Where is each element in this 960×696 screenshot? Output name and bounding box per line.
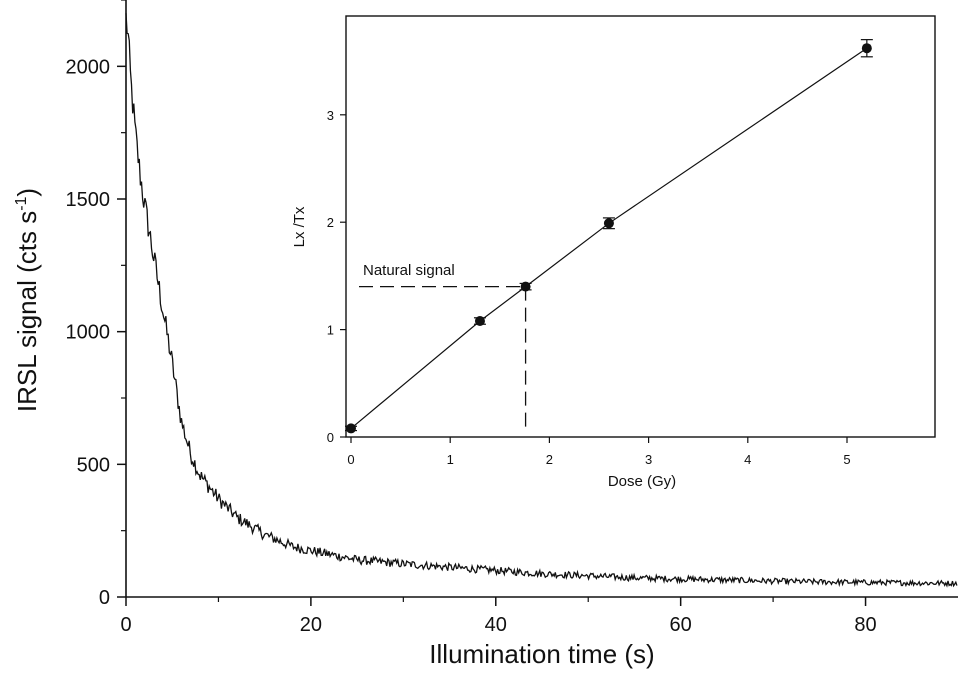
inset-x-tick-label: 3 <box>645 452 652 467</box>
main-y-axis-title-superscript: -1 <box>13 196 30 210</box>
data-point <box>520 281 531 292</box>
main-x-tick-label: 40 <box>485 614 507 636</box>
inset-y-tick-label: 2 <box>327 215 334 230</box>
main-y-tick-label: 2000 <box>66 56 111 78</box>
main-x-ticks: 0 20 40 60 80 <box>120 597 877 636</box>
main-x-tick-label: 20 <box>300 614 322 636</box>
inset-y-tick-label: 3 <box>327 108 334 123</box>
inset-x-axis-title: Dose (Gy) <box>608 473 676 490</box>
natural-signal-label: Natural signal <box>363 262 455 279</box>
inset-frame <box>345 15 936 438</box>
data-point <box>346 423 356 434</box>
main-y-tick-label: 1500 <box>66 189 111 211</box>
inset-data-points <box>345 39 873 434</box>
data-point <box>861 43 872 54</box>
data-point <box>474 316 485 327</box>
inset-chart: 0 1 2 3 4 5 0 1 2 3 Natural signal Dose (Gy) Lx … <box>291 15 936 490</box>
decay-curve <box>125 13 958 588</box>
main-x-tick-label: 0 <box>120 614 131 636</box>
natural-signal-guides <box>359 285 527 433</box>
inset-x-ticks: 0 1 2 3 4 5 <box>347 437 851 467</box>
inset-y-ticks: 0 1 2 3 <box>327 108 346 445</box>
inset-x-tick-label: 1 <box>447 452 454 467</box>
main-y-tick-label: 500 <box>77 454 110 476</box>
main-y-axis-title-close: ) <box>12 188 42 197</box>
inset-x-tick-label: 4 <box>744 452 751 467</box>
inset-x-tick-label: 0 <box>347 452 354 467</box>
main-y-axis-title: IRSL signal (cts s-1) <box>12 188 42 412</box>
main-x-tick-label: 80 <box>854 614 876 636</box>
main-y-tick-label: 1000 <box>66 322 111 344</box>
inset-x-tick-label: 5 <box>843 452 850 467</box>
main-y-ticks: 0 500 1000 1500 2000 <box>66 0 126 609</box>
data-point <box>603 218 614 229</box>
main-x-axis-title: Illumination time (s) <box>429 639 654 669</box>
main-y-tick-label: 0 <box>99 587 110 609</box>
main-y-axis-title-main: IRSL signal (cts s <box>12 211 42 412</box>
inset-y-tick-label: 0 <box>327 430 334 445</box>
inset-y-axis-title: Lx /Tx <box>291 206 308 247</box>
inset-y-tick-label: 1 <box>327 323 334 338</box>
main-x-tick-label: 60 <box>670 614 692 636</box>
inset-x-tick-label: 2 <box>546 452 553 467</box>
